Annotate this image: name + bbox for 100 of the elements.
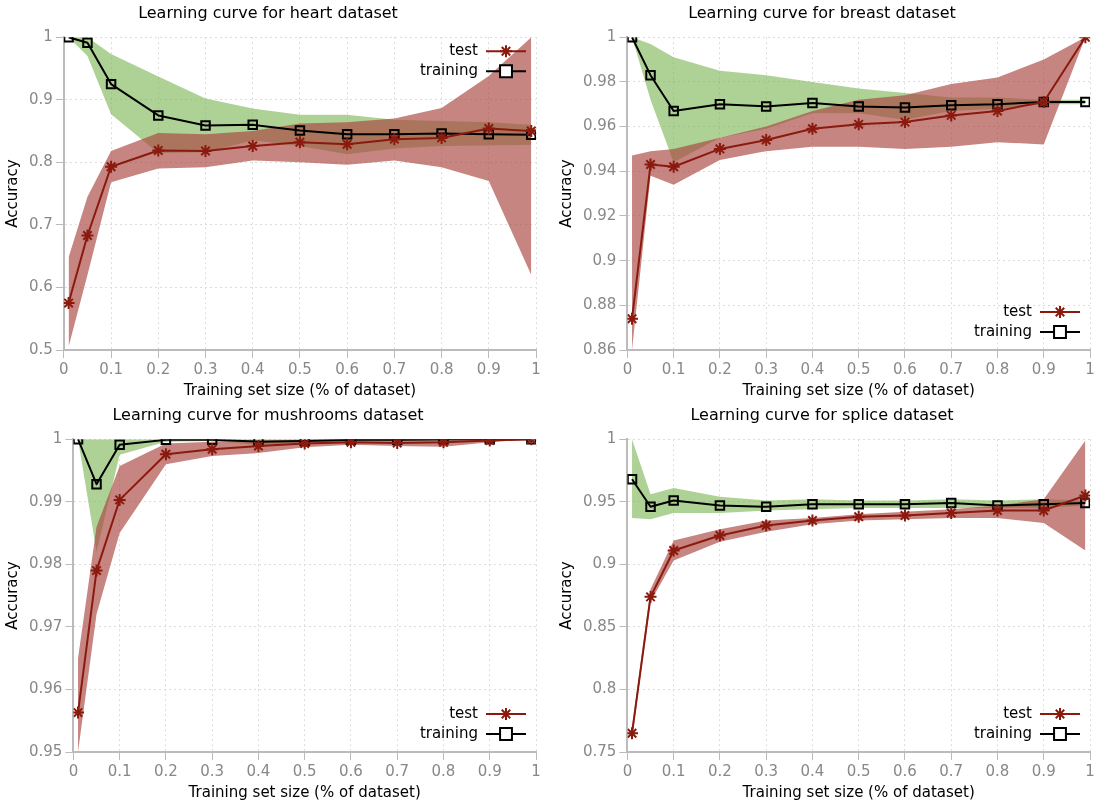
- y-tick-label: 1: [606, 429, 617, 448]
- y-tick-label: 1: [606, 27, 617, 46]
- point: [112, 492, 127, 507]
- y-tick-label: 0.85: [582, 616, 617, 635]
- point: [990, 103, 1005, 118]
- x-tick-label: 0.7: [382, 359, 407, 378]
- y-tick-label: 0.5: [29, 339, 53, 358]
- chart-title: Learning curve for mushrooms dataset: [112, 404, 424, 424]
- x-tick-label: 0.2: [707, 761, 732, 780]
- x-tick-label: 0.6: [893, 761, 917, 780]
- point: [389, 128, 400, 140]
- point: [643, 589, 658, 604]
- point: [851, 117, 866, 132]
- x-tick-label: 0.7: [939, 359, 964, 378]
- legend-label: test: [449, 41, 479, 60]
- point: [297, 439, 312, 451]
- y-tick-label: 0.9: [592, 554, 617, 573]
- x-tick-label: 0.5: [846, 359, 871, 378]
- point: [104, 159, 119, 174]
- x-tick-label: 0.7: [385, 761, 410, 780]
- x-tick-label: 0.6: [893, 359, 917, 378]
- point: [944, 506, 959, 521]
- point: [668, 105, 679, 117]
- point: [105, 78, 117, 90]
- point: [645, 501, 656, 513]
- point: [91, 479, 102, 490]
- point: [944, 108, 959, 123]
- x-tick-label: 0.3: [754, 761, 779, 780]
- legend-label: test: [1003, 301, 1033, 320]
- point: [851, 509, 866, 524]
- point: [63, 296, 76, 311]
- point: [899, 499, 911, 510]
- point: [82, 37, 93, 49]
- y-tick-label: 0.97: [28, 616, 63, 635]
- point: [481, 121, 496, 136]
- x-tick-label: 0.1: [107, 761, 132, 780]
- point: [153, 110, 164, 121]
- legend-label: training: [419, 61, 478, 80]
- point: [992, 98, 1003, 110]
- point: [200, 120, 211, 131]
- x-axis-title: Training set size (% of dataset): [187, 782, 421, 801]
- x-tick-label: 0.9: [1031, 761, 1056, 780]
- point: [158, 447, 173, 462]
- point: [990, 503, 1005, 518]
- y-tick-label: 0.8: [29, 152, 53, 171]
- point: [483, 128, 495, 140]
- y-tick-label: 0.98: [582, 71, 617, 90]
- point: [992, 500, 1003, 511]
- x-tick-label: 0.1: [661, 359, 686, 378]
- point: [760, 101, 772, 112]
- y-tick-label: 1: [43, 27, 53, 46]
- point: [114, 439, 125, 451]
- y-tick-label: 0.6: [29, 277, 53, 296]
- x-tick-label: 0.2: [707, 359, 732, 378]
- y-axis-title: Accuracy: [2, 159, 21, 228]
- x-tick-label: 1: [531, 359, 541, 378]
- point: [247, 119, 258, 131]
- point: [1038, 499, 1049, 510]
- y-tick-label: 0.99: [28, 491, 63, 510]
- point: [807, 499, 818, 510]
- point: [436, 439, 451, 450]
- y-tick-label: 0.7: [29, 214, 53, 233]
- point: [73, 705, 86, 720]
- y-tick-label: 0.94: [582, 161, 617, 180]
- y-tick-label: 0.75: [582, 741, 617, 760]
- point: [897, 508, 912, 523]
- point: [292, 135, 307, 150]
- y-tick-label: 0.96: [582, 116, 617, 135]
- x-tick-label: 1: [1085, 359, 1095, 378]
- point: [205, 442, 220, 457]
- x-tick-label: 0.8: [429, 359, 454, 378]
- y-tick-label: 0.86: [582, 339, 617, 358]
- point: [151, 143, 166, 158]
- x-tick-label: 0: [622, 359, 633, 378]
- point: [759, 518, 774, 533]
- x-tick-label: 0.3: [754, 359, 779, 378]
- x-tick-label: 0.4: [240, 359, 265, 378]
- x-tick-label: 0: [622, 761, 633, 780]
- point: [945, 497, 957, 509]
- point: [712, 141, 727, 156]
- point: [434, 130, 449, 145]
- chart-title: Learning curve for heart dataset: [138, 2, 398, 22]
- point: [1080, 96, 1090, 108]
- chart-title: Learning curve for splice dataset: [690, 404, 954, 424]
- x-axis-title: Training set size (% of dataset): [741, 380, 975, 399]
- point: [945, 100, 957, 111]
- y-tick-label: 0.98: [28, 554, 63, 573]
- x-tick-label: 0.8: [985, 761, 1010, 780]
- chart-title: Learning curve for breast dataset: [688, 2, 956, 22]
- x-tick-label: 0.9: [1031, 359, 1056, 378]
- point: [853, 101, 864, 112]
- point: [853, 499, 864, 510]
- point: [666, 543, 681, 558]
- x-tick-label: 0.4: [800, 359, 825, 378]
- point: [807, 97, 818, 109]
- x-tick-label: 0.7: [939, 761, 964, 780]
- point: [643, 157, 658, 172]
- x-tick-label: 0.5: [292, 761, 317, 780]
- point: [627, 726, 640, 741]
- y-tick-label: 1: [52, 429, 63, 448]
